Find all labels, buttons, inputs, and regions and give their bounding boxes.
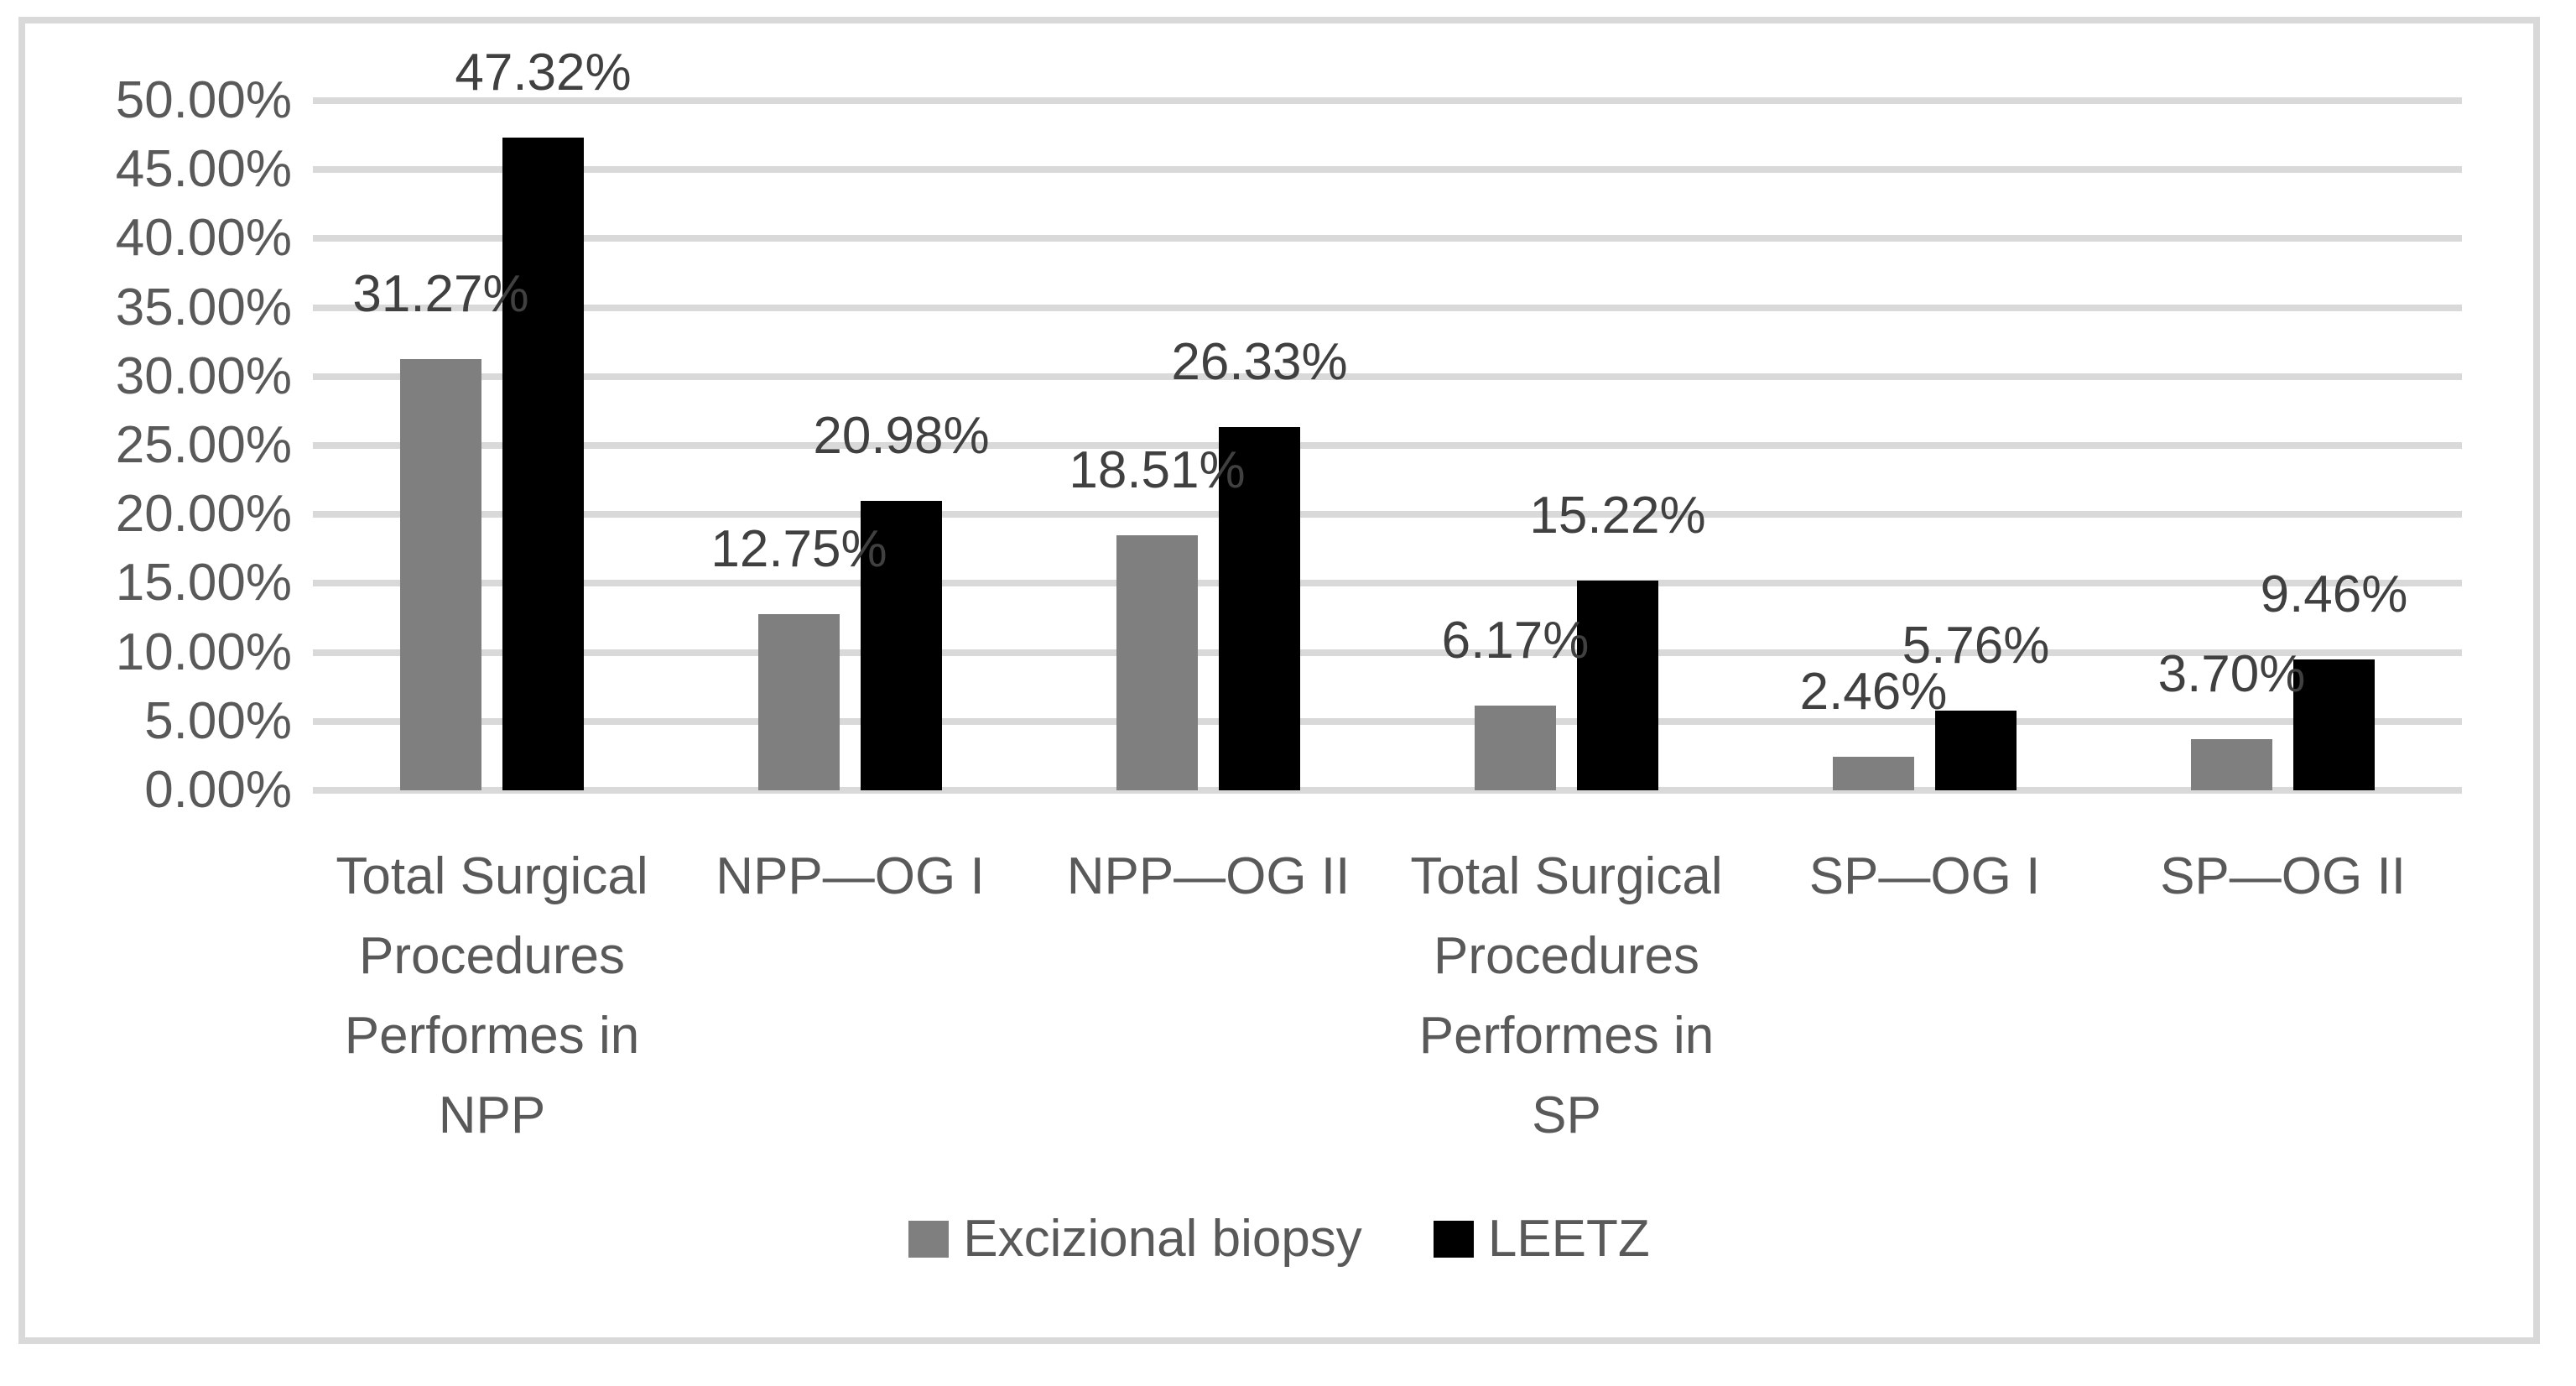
y-axis-tick-label: 5.00% [144,691,292,750]
data-label: 5.76% [1902,617,2050,675]
bar-excizional-biopsy [758,614,840,790]
legend-label: LEETZ [1487,1210,1650,1268]
bar-leetz [1577,580,1658,790]
gridline [313,373,2462,380]
bar-leetz [1219,427,1300,790]
gridline [313,166,2462,174]
gridline [313,442,2462,449]
y-axis-tick-label: 25.00% [115,416,292,474]
legend-item-excizional-biopsy: Excizional biopsy [908,1211,1362,1267]
gridline [313,97,2462,104]
legend-label: Excizional biopsy [963,1210,1362,1268]
data-label: 3.70% [2157,645,2306,704]
gridline [313,580,2462,587]
y-axis-tick-label: 45.00% [115,140,292,199]
y-axis-tick-label: 50.00% [115,71,292,129]
gridline [313,787,2462,794]
data-label: 12.75% [710,520,887,579]
gridline [313,235,2462,242]
x-axis-category-label: Total Surgical Procedures Performes in N… [336,847,648,1144]
gridline [313,304,2462,311]
bar-excizional-biopsy [1475,705,1556,790]
data-label: 20.98% [813,407,990,466]
legend-swatch-icon [1433,1221,1474,1258]
data-label: 6.17% [1441,611,1590,670]
y-axis-tick-label: 20.00% [115,485,292,544]
bar-excizional-biopsy [400,358,481,790]
gridline [313,649,2462,656]
gridline [313,717,2462,725]
bar-leetz [2293,659,2375,790]
data-label: 15.22% [1529,486,1706,544]
data-label: 2.46% [1799,662,1948,721]
data-label: 9.46% [2260,565,2408,624]
y-axis-tick-label: 0.00% [144,761,292,819]
legend-item-leetz: LEETZ [1433,1210,1650,1268]
legend: Excizional biopsy LEETZ [25,1201,2533,1277]
y-axis-tick-label: 30.00% [115,346,292,405]
bar-leetz [502,138,584,790]
y-axis-tick-label: 10.00% [115,623,292,681]
y-axis-tick-label: 15.00% [115,554,292,612]
legend-swatch-icon [908,1221,950,1258]
bar-excizional-biopsy [1116,534,1198,790]
data-label: 18.51% [1069,440,1246,499]
x-axis-category-label: Total Surgical Procedures Performes in S… [1410,847,1723,1144]
bar-excizional-biopsy [1833,756,1914,790]
y-axis-tick-label: 35.00% [115,278,292,336]
x-axis-category-label: SP—OG I [1808,847,2041,905]
bar-excizional-biopsy [2191,739,2272,790]
data-label: 31.27% [352,264,529,323]
x-axis-category-label: NPP—OG II [1066,847,1350,905]
bar-leetz [861,501,942,790]
y-axis-tick-label: 40.00% [115,209,292,268]
bar-leetz [1935,711,2017,790]
data-label: 47.32% [455,44,632,102]
x-axis-category-label: NPP—OG I [716,847,985,905]
gridline [313,511,2462,518]
data-label: 26.33% [1171,333,1348,392]
x-axis-category-label: SP—OG II [2160,847,2406,905]
